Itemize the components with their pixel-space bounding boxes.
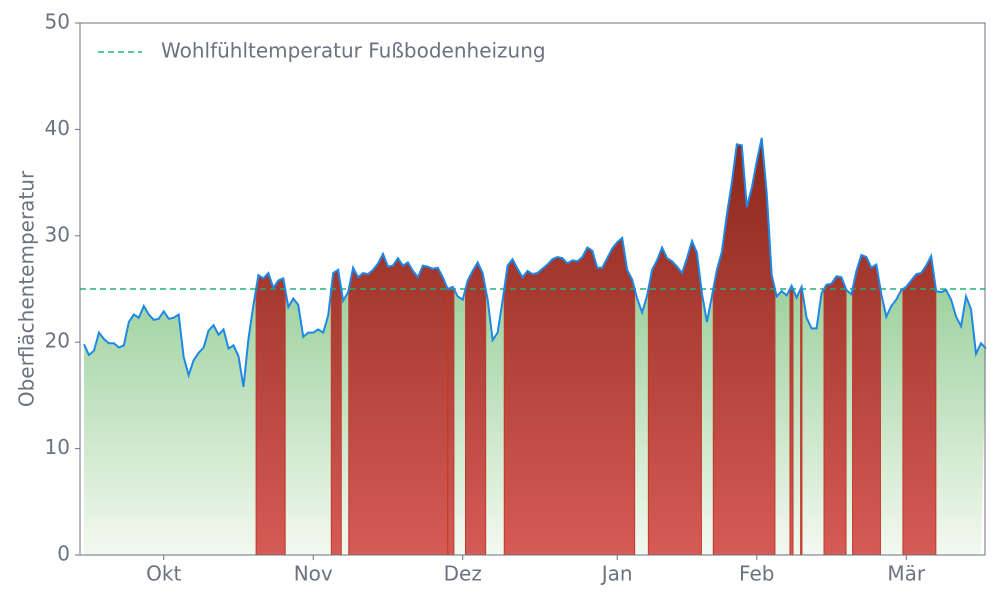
area-above	[330, 269, 342, 556]
x-tick-label: Feb	[739, 562, 774, 586]
y-tick-label: 50	[45, 10, 70, 34]
area-above	[789, 284, 794, 556]
y-axis-label: Oberflächentemperatur	[15, 170, 39, 407]
line	[83, 137, 987, 388]
x-tick-label: Dez	[444, 562, 482, 586]
area-above	[465, 261, 487, 556]
x-tick-label: Nov	[294, 562, 333, 586]
y-tick-label: 10	[45, 435, 70, 459]
area-above	[348, 252, 449, 556]
y-tick-label: 20	[45, 329, 70, 353]
y-tick-label: 30	[45, 222, 70, 246]
plot-frame	[79, 22, 986, 556]
area-above	[800, 285, 803, 556]
area-above	[503, 236, 636, 556]
area-above	[852, 254, 881, 556]
legend-label: Wohlfühltemperatur Fußbodenheizung	[161, 39, 546, 63]
y-tick-label: 40	[45, 116, 70, 140]
area-above	[823, 275, 847, 556]
area-above	[447, 286, 455, 556]
x-tick-label: Jan	[600, 562, 633, 586]
area-above	[902, 254, 937, 556]
y-tick-label: 0	[57, 542, 70, 566]
x-tick-label: Mär	[887, 562, 926, 586]
area-above	[255, 272, 286, 556]
x-tick-label: Okt	[146, 562, 181, 586]
area-above	[712, 137, 776, 556]
